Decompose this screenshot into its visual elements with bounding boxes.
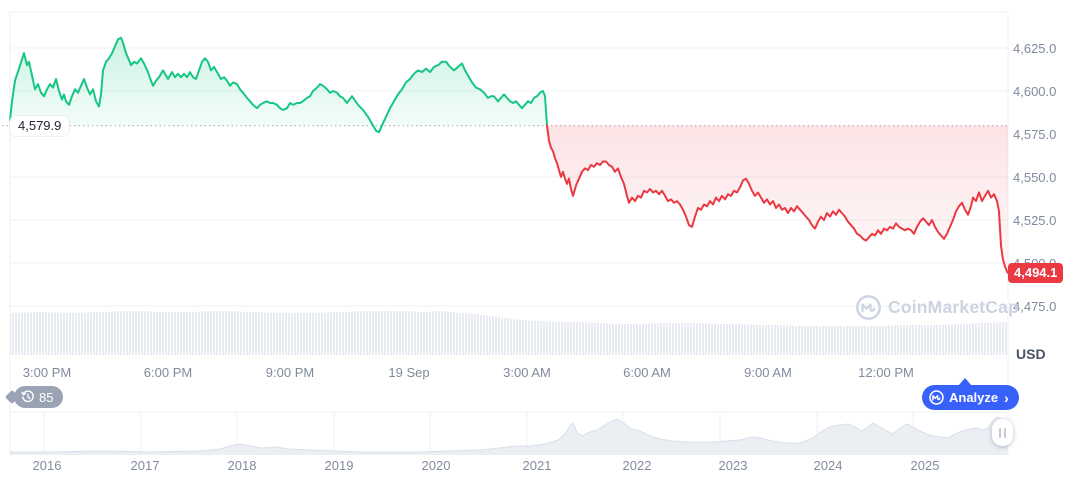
y-axis-label: 4,525.0 bbox=[1013, 213, 1057, 228]
y-axis-label: 4,475.0 bbox=[1013, 299, 1057, 314]
coinmarketcap-logo-icon bbox=[856, 295, 881, 320]
analyze-label: Analyze bbox=[949, 390, 999, 405]
navigator-year-label: 2021 bbox=[522, 458, 552, 473]
navigator-year-label: 2022 bbox=[622, 458, 652, 473]
analyze-logo-icon bbox=[929, 390, 944, 405]
unit-label: USD bbox=[1016, 346, 1046, 362]
history-count-badge[interactable]: 85 bbox=[14, 386, 64, 408]
analyze-button[interactable]: Analyze › bbox=[922, 378, 1019, 410]
x-axis-time-label: 6:00 PM bbox=[143, 365, 193, 380]
x-axis-time-label: 9:00 PM bbox=[265, 365, 315, 380]
y-axis-label: 4,600.0 bbox=[1013, 84, 1057, 99]
baseline-price-label: 4,579.9 bbox=[10, 115, 70, 136]
chevron-right-icon: › bbox=[1004, 389, 1009, 406]
navigator-year-label: 2023 bbox=[718, 458, 748, 473]
navigator-year-label: 2025 bbox=[910, 458, 940, 473]
x-axis-time-label: 12:00 PM bbox=[858, 365, 914, 380]
x-axis-time-label: 6:00 AM bbox=[623, 365, 671, 380]
x-axis-time-label: 3:00 AM bbox=[503, 365, 551, 380]
navigator-scrub-handle[interactable] bbox=[992, 419, 1013, 446]
watermark-text: CoinMarketCap bbox=[888, 297, 1019, 317]
y-axis-label: 4,550.0 bbox=[1013, 170, 1057, 185]
navigator-year-label: 2024 bbox=[813, 458, 843, 473]
history-clock-icon bbox=[21, 390, 34, 403]
y-axis-label: 4,575.0 bbox=[1013, 127, 1057, 142]
current-price-badge: 4,494.1 bbox=[1008, 263, 1064, 284]
navigator-year-label: 2018 bbox=[227, 458, 257, 473]
navigator-year-label: 2020 bbox=[421, 458, 451, 473]
navigator-year-label: 2017 bbox=[130, 458, 160, 473]
y-axis-label: 4,625.0 bbox=[1013, 41, 1057, 56]
analyze-caret bbox=[958, 378, 972, 386]
navigator-year-label: 2019 bbox=[324, 458, 354, 473]
x-axis-time-label: 19 Sep bbox=[388, 365, 430, 380]
coinmarketcap-watermark: CoinMarketCap bbox=[856, 295, 1019, 320]
history-count: 85 bbox=[39, 389, 54, 405]
x-axis-time-label: 3:00 PM bbox=[22, 365, 72, 380]
x-axis-time-label: 9:00 AM bbox=[744, 365, 792, 380]
navigator-year-label: 2016 bbox=[32, 458, 62, 473]
